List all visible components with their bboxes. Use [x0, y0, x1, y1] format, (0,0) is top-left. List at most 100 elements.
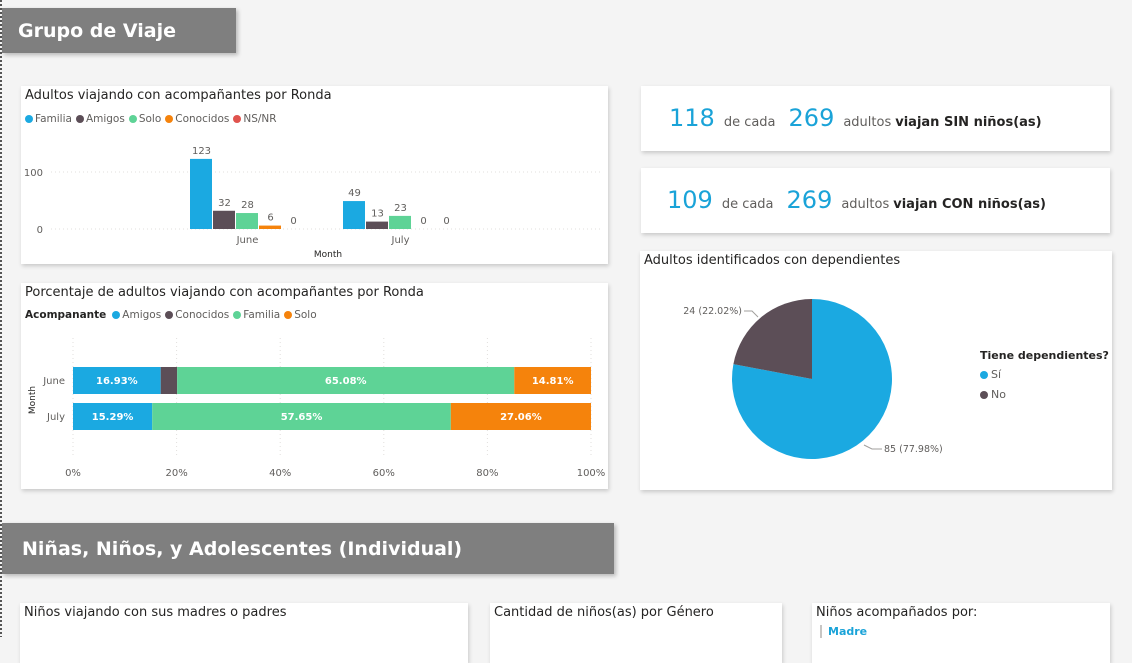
- chart-title: Adultos viajando con acompañantes por Ro…: [25, 88, 332, 103]
- kpi-text: adultos: [843, 115, 892, 130]
- bar: [389, 215, 411, 229]
- x-axis-title: Month: [314, 250, 342, 260]
- legend-item[interactable]: Conocidos: [165, 113, 229, 125]
- bar-segment: [160, 367, 178, 394]
- legend-label: Sí: [991, 368, 1002, 381]
- y-axis-title: Month: [28, 386, 38, 414]
- x-tick-label: 40%: [269, 468, 291, 479]
- data-label: 14.81%: [532, 376, 574, 387]
- y-tick-label: July: [46, 412, 65, 423]
- legend-title: Acompanante: [25, 309, 107, 321]
- bar: [259, 225, 281, 229]
- chart-adultos-dependientes[interactable]: Adultos identificados con dependientes 8…: [640, 251, 1112, 490]
- pie-slice: [733, 299, 812, 379]
- data-label: 15.29%: [92, 412, 134, 423]
- x-tick-label: 60%: [373, 468, 395, 479]
- stacked-bar-chart: 0% 20% 40% 60% 80% 100% 16.93% 65.08% 14.81% June…: [28, 338, 605, 479]
- bar: [366, 221, 388, 229]
- data-label: 6: [267, 213, 273, 224]
- bar: [236, 213, 258, 229]
- legend-label: Conocidos: [175, 113, 230, 125]
- bar: [213, 210, 235, 229]
- legend-item[interactable]: Sí: [980, 368, 1109, 381]
- data-label: 57.65%: [281, 412, 323, 423]
- legend-item[interactable]: NS/NR: [233, 113, 277, 125]
- legend-marker: [284, 311, 293, 319]
- chart-title: Porcentaje de adultos viajando con acomp…: [25, 285, 424, 300]
- legend-marker: [980, 390, 988, 399]
- data-label: 65.08%: [325, 376, 367, 387]
- legend-item[interactable]: Conocidos: [165, 309, 229, 321]
- y-tick-label: 0: [37, 225, 43, 236]
- data-label: 0: [443, 216, 449, 227]
- bar-segment: [177, 367, 515, 394]
- data-label: 24 (22.02%): [683, 306, 742, 317]
- legend-marker: [233, 311, 242, 319]
- kpi-count: 109: [667, 186, 713, 214]
- data-label: 23: [394, 203, 407, 214]
- chart-porcentaje-por-ronda[interactable]: Porcentaje de adultos viajando con acomp…: [21, 283, 608, 489]
- legend-marker: [75, 115, 84, 123]
- chart-legend[interactable]: Familia Amigos Solo Conocidos NS/NR: [25, 113, 281, 125]
- x-tick-label: July: [391, 235, 410, 246]
- data-label: 13: [371, 209, 384, 220]
- data-label: 0: [290, 216, 296, 227]
- chart-title: Niños acompañados por:: [816, 605, 978, 620]
- legend-title: Tiene dependientes?: [980, 349, 1109, 362]
- bar: [190, 158, 212, 229]
- section-title: Niñas, Niños, y Adolescentes (Individual…: [22, 537, 463, 560]
- legend-item[interactable]: No: [980, 388, 1109, 401]
- legend-item[interactable]: Amigos: [75, 113, 125, 125]
- legend-item[interactable]: Familia: [25, 113, 72, 125]
- bar: [343, 201, 365, 229]
- legend-item[interactable]: Solo: [128, 113, 162, 125]
- legend-item[interactable]: Amigos: [112, 309, 161, 321]
- bar-segment: [450, 403, 591, 430]
- chart-adultos-por-ronda[interactable]: Adultos viajando con acompañantes por Ro…: [21, 86, 608, 264]
- bar-segment: [514, 367, 591, 394]
- legend-marker: [165, 115, 174, 123]
- data-label: 16.93%: [96, 376, 138, 387]
- legend-marker: [25, 115, 33, 123]
- pie-chart: 85 (77.98%) 24 (22.02%): [683, 299, 943, 459]
- bar-segment: [152, 403, 451, 430]
- legend-marker: [980, 370, 988, 379]
- legend-label: Solo: [294, 309, 317, 321]
- x-tick-label: June: [236, 235, 259, 246]
- chart-ninos-acompanados[interactable]: Niños acompañados por: Madre: [812, 603, 1110, 663]
- legend-label: No: [991, 388, 1006, 401]
- chart-ninos-por-genero[interactable]: Cantidad de niños(as) por Género: [490, 603, 782, 663]
- legend-label: Solo: [138, 113, 162, 125]
- data-label: 49: [348, 188, 361, 199]
- x-tick-label: 0%: [65, 468, 81, 479]
- data-label: 123: [192, 146, 211, 157]
- data-label: 28: [241, 200, 254, 211]
- slicer-item-madre[interactable]: Madre: [820, 625, 867, 638]
- legend-marker: [233, 115, 242, 123]
- kpi-total: 269: [788, 104, 835, 132]
- chart-legend[interactable]: Acompanante Amigos Conocidos Familia Solo: [25, 309, 321, 321]
- data-label: 85 (77.98%): [884, 444, 943, 455]
- legend-label: Familia: [243, 309, 281, 321]
- legend-label: Amigos: [122, 309, 162, 321]
- legend-label: Familia: [35, 113, 72, 125]
- x-tick-label: 80%: [476, 468, 498, 479]
- pie-legend[interactable]: Tiene dependientes? Sí No: [980, 349, 1109, 408]
- chart-title: Adultos identificados con dependientes: [644, 253, 901, 268]
- chart-ninos-con-padres[interactable]: Niños viajando con sus madres o padres: [20, 603, 468, 663]
- x-tick-label: 20%: [165, 468, 187, 479]
- leader-line: [744, 310, 759, 318]
- column-chart: 100 0 123 32 28 6 0 June 49 13 23 0 0 July Month: [24, 146, 601, 260]
- section-header-ninas-ninos: Niñas, Niños, y Adolescentes (Individual…: [2, 523, 614, 574]
- chart-title: Niños viajando con sus madres o padres: [24, 605, 287, 620]
- kpi-text-bold: viajan SIN niños(as): [895, 115, 1042, 130]
- legend-label: Amigos: [85, 113, 125, 125]
- leader-line: [863, 444, 882, 450]
- legend-item[interactable]: Solo: [284, 309, 317, 321]
- legend-item[interactable]: Familia: [233, 309, 280, 321]
- legend-marker: [112, 311, 121, 319]
- kpi-connector: de cada: [723, 115, 776, 130]
- page-left-border: [0, 0, 2, 637]
- legend-label: Conocidos: [175, 309, 230, 321]
- kpi-sin-ninos: 118 de cada 269 adultos viajan SIN niños…: [641, 86, 1110, 151]
